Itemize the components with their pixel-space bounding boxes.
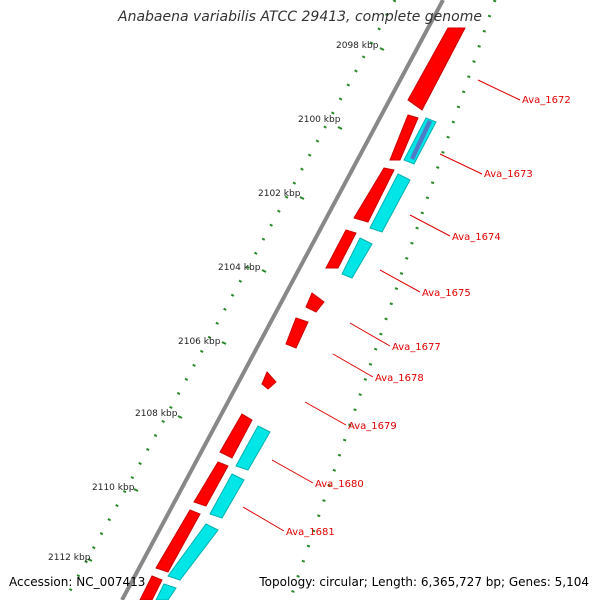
tick-label-7: 2112 kbp	[48, 553, 91, 563]
cds-ava-1672[interactable]	[407, 27, 466, 111]
gene-label-4[interactable]: Ava_1677	[392, 342, 441, 353]
kbp-ticks	[87, 47, 385, 562]
topology-text: Topology: circular; Length: 6,365,727 bp…	[259, 575, 589, 589]
gene-label-7[interactable]: Ava_1680	[315, 479, 364, 490]
cds-rev-3[interactable]	[341, 237, 373, 279]
cds-ava-1673[interactable]	[389, 114, 419, 161]
cds-ava-1677[interactable]	[305, 292, 325, 313]
kbp-labels: 2098 kbp 2100 kbp 2102 kbp 2104 kbp 2106…	[48, 41, 379, 563]
gene-label-3[interactable]: Ava_1675	[422, 288, 471, 299]
gc-track-outer	[288, 0, 497, 600]
tick-label-2: 2102 kbp	[258, 189, 301, 199]
map-title: Anabaena variabilis ATCC 29413, complete…	[118, 9, 482, 25]
tick-label-3: 2104 kbp	[218, 263, 261, 273]
cds-rev-4[interactable]	[235, 425, 271, 471]
cds-ava-1679[interactable]	[261, 371, 277, 390]
tick-label-4: 2106 kbp	[178, 337, 221, 347]
cds-ava-1681a[interactable]	[193, 461, 229, 507]
cds-ava-1674[interactable]	[353, 167, 395, 223]
cds-rev-6[interactable]	[167, 523, 219, 581]
forward-cds-track	[139, 27, 466, 600]
cds-ava-1680[interactable]	[219, 413, 253, 459]
gc-track-inner	[63, 0, 397, 600]
cds-ava-1681b[interactable]	[155, 509, 201, 573]
cds-rev-7[interactable]	[155, 583, 177, 600]
tick-label-1: 2100 kbp	[298, 115, 341, 125]
genome-backbone	[120, 0, 445, 600]
cds-rev-5[interactable]	[209, 473, 245, 519]
reverse-cds-track	[155, 117, 437, 600]
gene-label-8[interactable]: Ava_1681	[286, 527, 335, 538]
gene-label-6[interactable]: Ava_1679	[348, 421, 397, 432]
tick-label-6: 2110 kbp	[92, 483, 135, 493]
gene-label-5[interactable]: Ava_1678	[375, 373, 424, 384]
cds-ava-1681c[interactable]	[139, 575, 163, 600]
cds-ava-1675[interactable]	[325, 229, 357, 269]
accession-text: Accession: NC_007413	[9, 575, 146, 589]
gene-leaders	[242, 79, 521, 532]
gene-label-1[interactable]: Ava_1673	[484, 169, 533, 180]
gene-label-0[interactable]: Ava_1672	[522, 95, 571, 106]
cds-rev-2[interactable]	[369, 173, 411, 233]
cds-overlap-purple	[410, 120, 432, 160]
gene-label-2[interactable]: Ava_1674	[452, 232, 501, 243]
cds-ava-1678[interactable]	[285, 317, 309, 349]
gene-labels: Ava_1672 Ava_1673 Ava_1674 Ava_1675 Ava_…	[286, 95, 571, 538]
tick-label-0: 2098 kbp	[336, 41, 379, 51]
tick-label-5: 2108 kbp	[135, 409, 178, 419]
